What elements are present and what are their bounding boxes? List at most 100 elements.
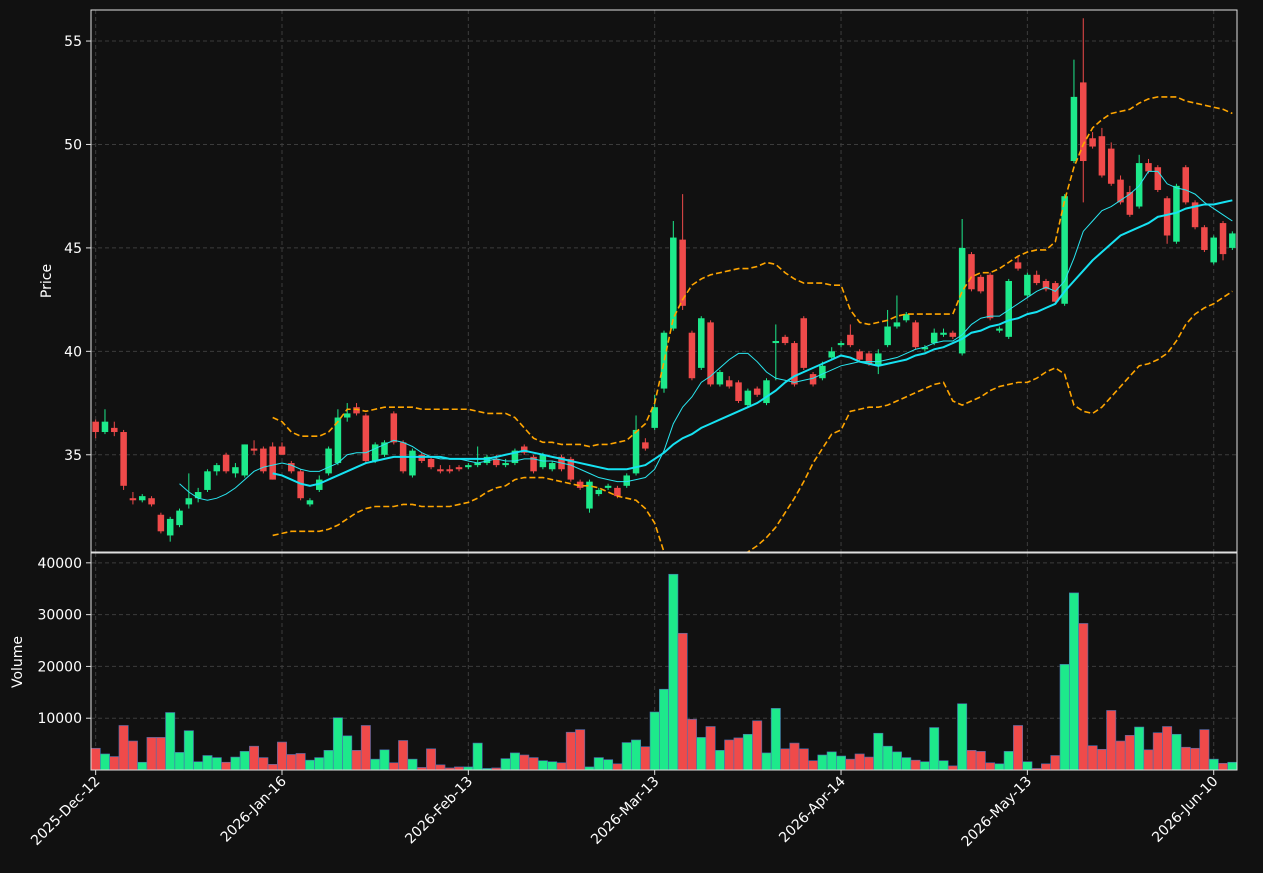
volume-bar <box>547 761 558 771</box>
candle-body <box>996 328 1003 331</box>
volume-bar <box>836 755 846 771</box>
y-tick-label: 50 <box>64 137 82 153</box>
candle-body <box>1173 185 1180 242</box>
y-tick-label: 35 <box>64 448 82 464</box>
candle-body <box>753 388 761 395</box>
candle-body <box>390 413 398 443</box>
volume-bar <box>901 757 912 771</box>
candle-body <box>520 446 528 453</box>
candle-body <box>660 332 668 389</box>
candle-body <box>1182 167 1190 203</box>
volume-bar <box>1059 664 1070 771</box>
candle-body <box>1089 138 1096 147</box>
volume-bar <box>127 740 138 771</box>
volume-bar <box>798 748 809 771</box>
candle-body <box>744 390 752 406</box>
candle-body <box>940 332 947 335</box>
volume-bar <box>733 737 744 771</box>
volume-bar <box>1041 763 1051 771</box>
volume-bar <box>519 754 530 771</box>
volume-bar <box>1115 740 1126 771</box>
volume-bar <box>407 758 418 771</box>
candle-body <box>1219 223 1227 255</box>
y-tick-label: 45 <box>64 241 82 257</box>
candle-body <box>418 454 426 461</box>
volume-bar <box>1134 726 1145 771</box>
overlay-line <box>272 96 1233 448</box>
volume-bar <box>500 758 511 771</box>
candle-body <box>1154 167 1162 190</box>
volume-bar <box>1199 729 1210 771</box>
candle-body <box>381 442 388 455</box>
candle-body <box>548 463 556 470</box>
candle-body <box>278 446 286 455</box>
volume-bar <box>882 745 893 771</box>
candle-body <box>530 456 537 472</box>
volume-bar <box>575 729 586 771</box>
volume-bar <box>770 708 781 771</box>
candle-body <box>912 322 919 348</box>
volume-bar <box>929 727 940 771</box>
candle-body <box>204 471 211 490</box>
candle-body <box>725 380 733 387</box>
candle-body <box>343 413 351 418</box>
volume-bar <box>1068 592 1079 771</box>
candle-body <box>707 322 714 385</box>
volume-bar <box>1096 748 1107 771</box>
y-tick-label: 10000 <box>37 711 82 727</box>
volume-bar <box>1013 725 1024 771</box>
volume-bar <box>864 756 874 771</box>
candle-body <box>1014 262 1022 269</box>
volume-bar <box>239 751 250 771</box>
price-axis-label: Price <box>39 264 55 298</box>
candle-body <box>809 374 817 385</box>
volume-bar <box>714 750 725 771</box>
volume-bar <box>155 737 166 771</box>
candle-body <box>837 343 845 346</box>
candle-body <box>511 450 519 464</box>
volume-bar <box>90 747 101 771</box>
candle-body <box>819 365 826 379</box>
candle-body <box>698 318 705 368</box>
candle-body <box>288 463 295 472</box>
candle-body <box>1210 237 1217 263</box>
candle-body <box>138 496 146 501</box>
candle-body <box>930 332 938 344</box>
candle-body <box>260 448 267 472</box>
candle-body <box>325 448 332 474</box>
volume-bar <box>565 731 576 771</box>
candle-body <box>968 254 975 290</box>
candle-body <box>437 469 444 472</box>
volume-bar <box>537 760 548 771</box>
volume-bar <box>947 765 958 771</box>
candle-body <box>194 492 202 499</box>
candle-body <box>847 334 854 346</box>
volume-bar <box>761 752 772 771</box>
candle-body <box>1229 233 1236 248</box>
candle-body <box>427 458 435 468</box>
volume-bar <box>789 742 800 771</box>
candle-body <box>213 465 221 472</box>
volume-bar <box>1087 745 1098 771</box>
candle-body <box>791 343 798 385</box>
candle-body <box>595 489 603 495</box>
volume-bar <box>994 763 1005 771</box>
volume-bar <box>472 742 483 771</box>
y-tick-label: 40 <box>64 344 82 360</box>
candle-body <box>1126 192 1134 215</box>
candle-body <box>1135 163 1143 207</box>
volume-bar <box>919 761 930 771</box>
candle-body <box>856 351 863 360</box>
candle-body <box>865 353 873 364</box>
volume-axis-label: Volume <box>10 636 26 688</box>
candle-body <box>92 421 99 433</box>
candle-body <box>614 487 621 497</box>
candle-body <box>800 318 808 368</box>
volume-bar <box>1050 755 1061 771</box>
volume-bar <box>854 753 865 771</box>
candle-body <box>185 498 193 505</box>
volume-bar <box>938 760 949 771</box>
volume-bar <box>118 725 129 771</box>
candle-body <box>763 380 770 404</box>
volume-bar <box>621 742 632 771</box>
